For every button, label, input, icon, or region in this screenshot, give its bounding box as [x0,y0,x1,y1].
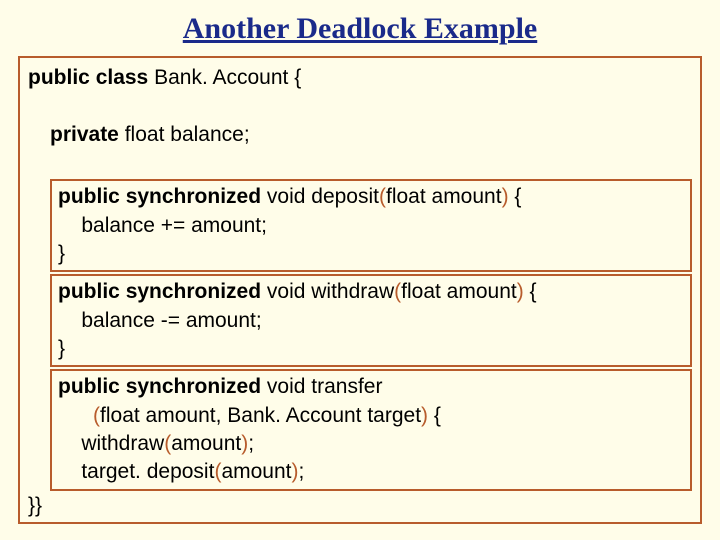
withdraw-body: balance -= amount; [58,307,684,335]
class-box: public class Bank. Account { private flo… [18,56,702,524]
transfer-args: (float amount, Bank. Account target) { [58,402,684,430]
keyword-private: private [50,123,119,146]
withdraw-method-box: public synchronized void withdraw(float … [50,274,692,367]
transfer-method-box: public synchronized void transfer (float… [50,369,692,490]
field-declaration: private float balance; [50,121,692,149]
brace-open: { [294,66,301,89]
class-name: Bank. Account [154,66,288,89]
withdraw-signature: public synchronized void withdraw(float … [58,278,684,306]
blank-line [28,92,692,120]
class-declaration: public class Bank. Account { [28,64,692,92]
withdraw-close: } [58,335,684,363]
closing-braces: }} [28,494,42,518]
semicolon: ; [244,123,250,146]
blank-line [50,149,692,177]
slide: Another Deadlock Example public class Ba… [0,0,720,540]
deposit-method-box: public synchronized void deposit(float a… [50,179,692,272]
slide-title: Another Deadlock Example [18,12,702,46]
deposit-body: balance += amount; [58,212,684,240]
transfer-body-2: target. deposit(amount); [58,458,684,486]
field-name: balance [170,123,244,146]
transfer-body-1: withdraw(amount); [58,430,684,458]
keyword-class: class [96,66,149,89]
class-body: private float balance; public synchroniz… [50,121,692,491]
keyword-public: public [28,66,90,89]
transfer-signature: public synchronized void transfer [58,373,684,401]
deposit-signature: public synchronized void deposit(float a… [58,183,684,211]
field-type: float [125,123,165,146]
deposit-close: } [58,240,684,268]
